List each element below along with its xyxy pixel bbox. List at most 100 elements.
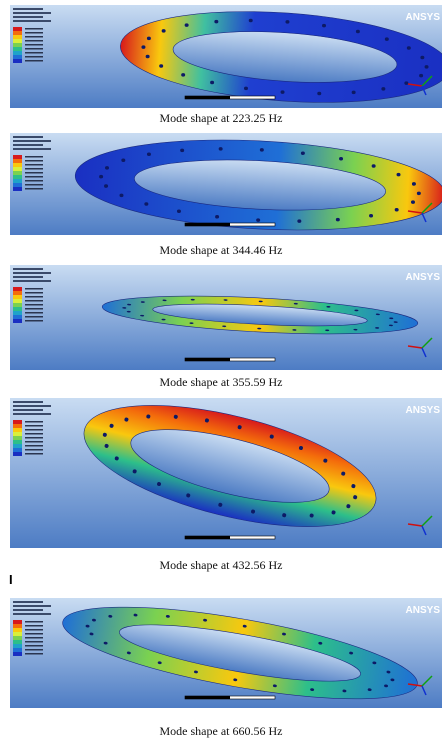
legend-swatch (13, 59, 22, 63)
bolt-hole (355, 29, 360, 34)
legend-value (25, 300, 43, 302)
legend-swatch (13, 171, 22, 175)
legend-swatch (13, 175, 22, 179)
bolt-hole (310, 688, 315, 692)
bolt-hole (91, 618, 96, 622)
bolt-hole (353, 328, 358, 331)
bolt-hole (104, 184, 109, 188)
legend-swatch (13, 319, 22, 323)
bolt-hole (369, 213, 374, 218)
legend-text-line (13, 272, 51, 274)
legend-text-line (13, 605, 51, 607)
disk (120, 11, 442, 103)
legend-swatch (13, 291, 22, 295)
bolt-hole (384, 684, 389, 688)
legend-swatch (13, 163, 22, 167)
legend-value (25, 168, 43, 170)
legend-value (25, 176, 43, 178)
bolt-hole (218, 147, 223, 151)
legend-swatch (13, 39, 22, 43)
bolt-hole (339, 156, 344, 161)
legend-text-line (13, 413, 51, 415)
legend-swatch (13, 632, 22, 636)
bolt-hole (132, 469, 137, 474)
disk-hole (130, 429, 330, 503)
scale-bar-fill (185, 96, 230, 99)
legend-value (25, 188, 43, 190)
mode-screenshot (10, 133, 442, 235)
legend-text-line (13, 8, 43, 10)
legend-swatch (13, 628, 22, 632)
bolt-hole (157, 661, 162, 665)
disk-hole (152, 303, 368, 327)
bolt-hole (371, 164, 376, 168)
caption: Mode shape at 344.46 Hz (159, 243, 283, 257)
bolt-hole (159, 64, 164, 68)
legend-text-line (13, 16, 43, 18)
bolt-hole (145, 54, 150, 59)
bolt-hole (351, 90, 356, 95)
legend-text-line (13, 280, 51, 282)
bolt-hole (105, 166, 110, 170)
legend-swatch (13, 440, 22, 444)
legend-value (25, 433, 43, 435)
legend-text-line (13, 276, 43, 278)
bolt-hole (388, 324, 393, 327)
legend-text-line (13, 409, 43, 411)
legend-value (25, 32, 43, 34)
separator-mark: I (9, 572, 13, 587)
bolt-hole (349, 651, 354, 655)
bolt-hole (124, 417, 129, 422)
legend-swatch (13, 311, 22, 315)
bolt-hole (237, 425, 242, 430)
triad-y (421, 675, 433, 687)
triad-y (421, 515, 433, 527)
legend-value (25, 36, 43, 38)
mode-screenshot: ANSYS (10, 598, 442, 708)
bolt-hole (293, 302, 298, 305)
legend-value (25, 156, 43, 158)
legend-swatch (13, 155, 22, 159)
disk (83, 405, 377, 527)
legend-value (25, 312, 43, 314)
legend-value (25, 308, 43, 310)
bolt-hole (393, 321, 398, 323)
legend-value (25, 649, 43, 651)
bolt-hole (300, 151, 305, 155)
bolt-hole (318, 641, 323, 645)
legend-swatch (13, 644, 22, 648)
bolt-hole (173, 414, 178, 419)
legend-text-line (13, 401, 43, 403)
bolt-hole (242, 624, 247, 628)
bolt-hole (146, 152, 151, 157)
legend-swatch (13, 424, 22, 428)
bolt-hole (309, 513, 314, 518)
triad-z (421, 85, 427, 96)
triad-x (407, 83, 423, 87)
legend-swatch (13, 287, 22, 291)
legend-swatch (13, 315, 22, 319)
legend-swatch (13, 51, 22, 55)
bolt-hole (190, 298, 195, 301)
bolt-hole (410, 200, 415, 204)
bolt-hole (141, 45, 146, 49)
bolt-hole (119, 193, 124, 198)
bolt-hole (243, 86, 248, 91)
legend-text-line (13, 601, 43, 603)
legend-text-line (13, 609, 43, 611)
bolt-hole (121, 158, 126, 162)
legend-value (25, 441, 43, 443)
mode-screenshot: ANSYS (10, 5, 442, 108)
bolt-hole (325, 329, 330, 332)
bolt-hole (280, 90, 285, 94)
bolt-hole (222, 325, 227, 328)
bolt-hole (420, 55, 425, 60)
legend-value (25, 645, 43, 647)
legend-value (25, 437, 43, 439)
bolt-hole (335, 217, 340, 222)
legend-swatch (13, 167, 22, 171)
legend-value (25, 28, 43, 30)
legend-value (25, 180, 43, 182)
triad-y (421, 337, 433, 349)
bolt-hole (108, 614, 113, 618)
